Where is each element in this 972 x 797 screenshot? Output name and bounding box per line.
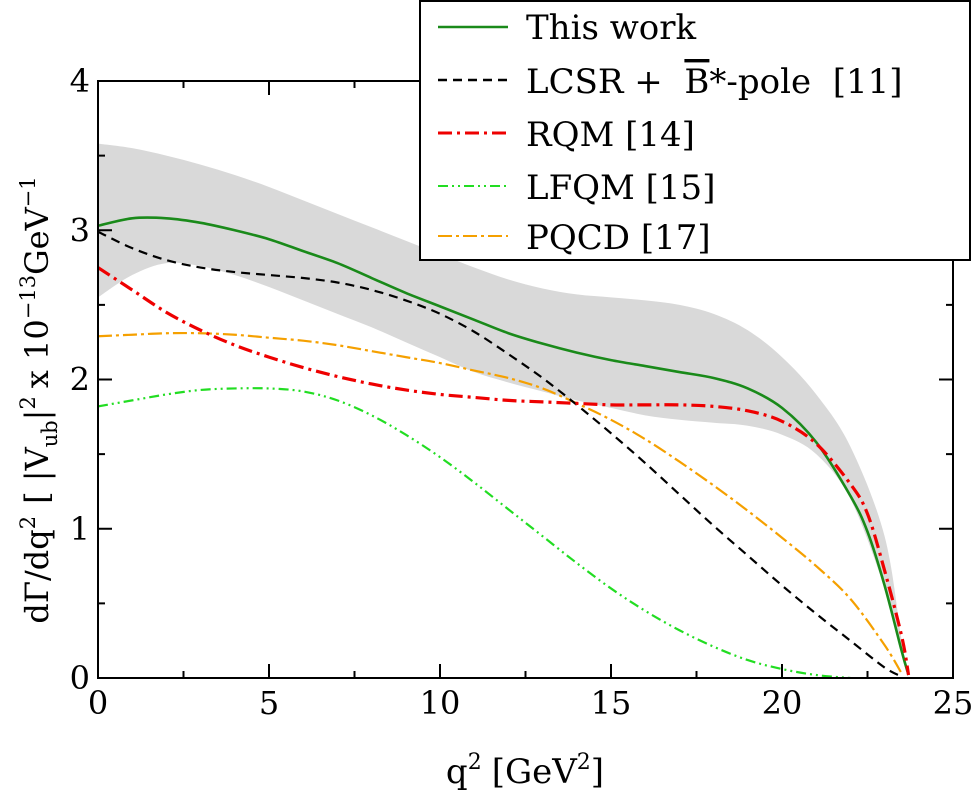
axis-ticks: 0 5 10 15 20 25 0 1 2 3 4 xyxy=(70,62,972,722)
uncertainty-band xyxy=(98,143,909,678)
legend-label-lfqm: LFQM [15] xyxy=(526,168,715,208)
y-tick-label: 3 xyxy=(70,211,90,249)
series-line-3 xyxy=(98,387,851,678)
legend-label-this-work: This work xyxy=(526,8,697,48)
y-axis-label: dΓ/dq2[ |Vub|2x 10−13GeV−1 xyxy=(16,176,62,623)
x-tick-label: 5 xyxy=(259,684,279,722)
legend-label-pqcd: PQCD [17] xyxy=(526,218,711,258)
x-axis-label: q2 [GeV2] xyxy=(446,750,604,792)
x-tick-label: 10 xyxy=(420,684,461,722)
y-tick-label: 1 xyxy=(70,510,90,548)
legend-label-rqm: RQM [14] xyxy=(526,115,695,155)
x-tick-label: 0 xyxy=(88,684,108,722)
series-lines xyxy=(98,216,911,678)
series-line-4 xyxy=(98,331,903,675)
series-line-2 xyxy=(98,266,911,676)
legend-label-lcsr: LCSR + B*-pole [11] xyxy=(526,62,903,102)
x-tick-label: 20 xyxy=(762,684,803,722)
y-tick-label: 0 xyxy=(70,659,90,697)
y-tick-label: 2 xyxy=(70,361,90,399)
series-line-0 xyxy=(98,216,910,676)
band-area xyxy=(98,143,909,678)
series-line-1 xyxy=(98,230,903,678)
legend: This work LCSR + B*-pole [11] RQM [14] L… xyxy=(419,0,971,261)
legend-box xyxy=(419,0,971,261)
y-tick-label: 4 xyxy=(70,62,90,100)
x-tick-label: 25 xyxy=(933,684,972,722)
x-tick-label: 15 xyxy=(591,684,632,722)
